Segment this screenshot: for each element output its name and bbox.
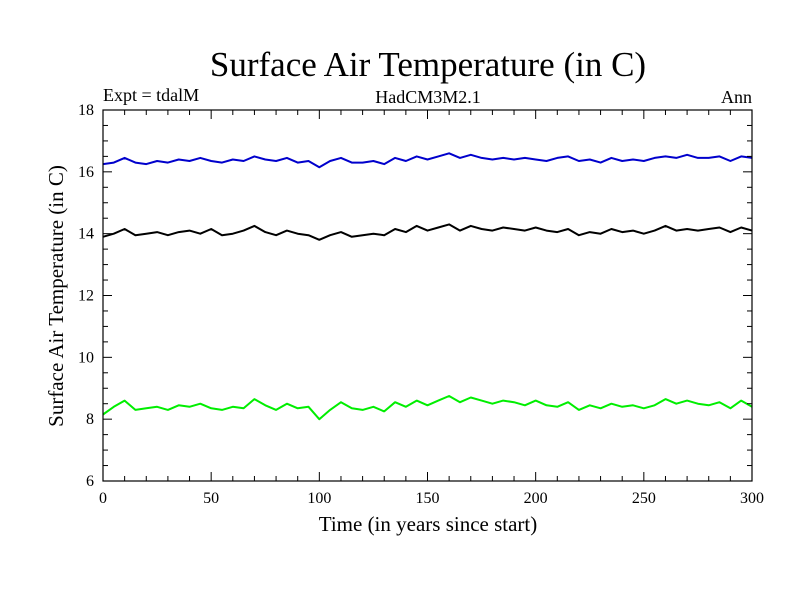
y-tick-label: 12 <box>78 288 94 305</box>
x-axis-label: Time (in years since start) <box>319 512 538 536</box>
y-tick-label: 18 <box>78 102 94 119</box>
x-tick-label: 300 <box>740 490 764 507</box>
y-axis-label: Surface Air Temperature (in C) <box>44 165 68 427</box>
y-tick-label: 8 <box>86 411 94 428</box>
series-line-lower <box>102 395 753 421</box>
tick-layer: 0 50 100 150 200 250 300 6 8 10 12 14 16 18 <box>78 102 764 507</box>
series-layer <box>102 152 753 421</box>
series-line-middle <box>102 223 753 241</box>
x-tick-label: 0 <box>99 490 107 507</box>
plot-frame <box>102 109 753 482</box>
x-tick-label: 200 <box>524 490 548 507</box>
chart-title: Surface Air Temperature (in C) <box>210 45 646 84</box>
period-label: Ann <box>721 87 752 107</box>
experiment-label: Expt = tdalM <box>103 85 199 105</box>
y-tick-label: 14 <box>78 226 94 243</box>
model-label: HadCM3M2.1 <box>375 87 481 107</box>
y-tick-label: 10 <box>78 349 94 366</box>
y-tick-label: 6 <box>86 473 94 490</box>
x-tick-label: 150 <box>416 490 440 507</box>
x-tick-label: 50 <box>203 490 219 507</box>
y-tick-label: 16 <box>78 164 94 181</box>
x-tick-label: 100 <box>307 490 331 507</box>
series-line-upper <box>102 152 753 169</box>
x-tick-label: 250 <box>632 490 656 507</box>
